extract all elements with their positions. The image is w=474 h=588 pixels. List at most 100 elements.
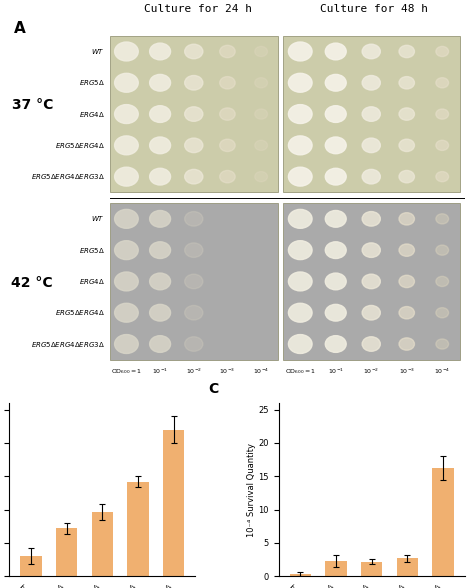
Circle shape [288,42,312,61]
Bar [432,467,454,576]
Bar [290,574,311,576]
Circle shape [185,212,203,226]
Circle shape [185,243,203,258]
Circle shape [436,172,448,182]
Circle shape [288,209,312,228]
Circle shape [436,109,448,119]
Circle shape [115,74,138,92]
Circle shape [255,78,267,88]
Circle shape [436,339,448,349]
Circle shape [150,106,171,122]
Circle shape [115,209,138,228]
Circle shape [150,242,171,259]
Circle shape [362,305,380,320]
Text: $\mathit{ERG5}\mathit{\Delta}\mathit{ERG4}\mathit{\Delta}\mathit{ERG3}\mathit{\D: $\mathit{ERG5}\mathit{\Delta}\mathit{ERG… [31,172,105,181]
Circle shape [150,336,171,352]
Circle shape [255,46,267,56]
Circle shape [436,308,448,318]
Circle shape [399,338,414,350]
Circle shape [115,42,138,61]
Bar [109,203,278,360]
Text: $\mathit{ERG5}\mathit{\Delta}$: $\mathit{ERG5}\mathit{\Delta}$ [79,78,105,87]
Circle shape [325,242,346,259]
Text: $10^{-2}$: $10^{-2}$ [363,367,379,376]
Text: $10^{-4}$: $10^{-4}$ [253,367,269,376]
Circle shape [362,138,380,153]
Text: $10^{-1}$: $10^{-1}$ [328,367,344,376]
Bar [283,36,460,192]
Circle shape [436,141,448,151]
Circle shape [288,272,312,291]
Bar [283,203,460,360]
Bar [56,528,77,576]
Text: 37 °C: 37 °C [11,98,53,112]
Text: $\mathregular{OD_{600}}$$\mathregular{=1}$: $\mathregular{OD_{600}}$$\mathregular{=1… [111,367,142,376]
Text: $\mathit{ERG5}\mathit{\Delta}$: $\mathit{ERG5}\mathit{\Delta}$ [79,246,105,255]
Circle shape [362,274,380,289]
Circle shape [288,303,312,322]
Bar [109,36,278,192]
Text: $10^{-1}$: $10^{-1}$ [152,367,168,376]
Text: $\mathit{WT}$: $\mathit{WT}$ [91,215,105,223]
Text: $\mathit{ERG5}\mathit{\Delta}\mathit{ERG4}\mathit{\Delta}$: $\mathit{ERG5}\mathit{\Delta}\mathit{ERG… [55,308,105,317]
Circle shape [255,172,267,182]
Text: $\mathit{ERG4}\mathit{\Delta}$: $\mathit{ERG4}\mathit{\Delta}$ [79,109,105,119]
Circle shape [115,136,138,155]
Text: Culture for 48 h: Culture for 48 h [319,4,428,14]
Circle shape [255,141,267,151]
Circle shape [325,106,346,122]
Circle shape [115,167,138,186]
Circle shape [220,139,235,152]
Circle shape [325,336,346,352]
Circle shape [436,245,448,255]
Circle shape [288,335,312,353]
Circle shape [185,305,203,320]
Text: $10^{-4}$: $10^{-4}$ [434,367,450,376]
Circle shape [288,74,312,92]
Circle shape [150,305,171,321]
Circle shape [325,211,346,227]
Circle shape [288,136,312,155]
Text: $\mathregular{OD_{600}}$$\mathregular{=1}$: $\mathregular{OD_{600}}$$\mathregular{=1… [284,367,316,376]
Circle shape [399,213,414,225]
Circle shape [150,43,171,60]
Circle shape [288,167,312,186]
Circle shape [436,78,448,88]
Circle shape [150,211,171,227]
Text: A: A [14,21,26,36]
Circle shape [220,171,235,183]
Circle shape [220,76,235,89]
Circle shape [115,272,138,291]
Circle shape [185,337,203,351]
Bar [361,562,383,576]
Circle shape [362,169,380,184]
Text: 42 °C: 42 °C [11,276,53,290]
Circle shape [150,137,171,153]
Circle shape [288,105,312,123]
Circle shape [150,75,171,91]
Circle shape [325,137,346,153]
Circle shape [115,105,138,123]
Circle shape [255,109,267,119]
Circle shape [220,108,235,121]
Circle shape [399,171,414,183]
Circle shape [150,273,171,290]
Circle shape [325,273,346,290]
Bar [128,482,149,576]
Circle shape [399,108,414,121]
Circle shape [115,240,138,259]
Circle shape [325,75,346,91]
Text: $10^{-3}$: $10^{-3}$ [219,367,236,376]
Circle shape [362,243,380,258]
Circle shape [399,45,414,58]
Bar [163,430,184,576]
Text: Culture for 24 h: Culture for 24 h [144,4,252,14]
Bar [325,561,346,576]
Circle shape [150,168,171,185]
Text: $\mathit{ERG5}\mathit{\Delta}\mathit{ERG4}\mathit{\Delta}\mathit{ERG3}\mathit{\D: $\mathit{ERG5}\mathit{\Delta}\mathit{ERG… [31,339,105,349]
Text: $\mathit{WT}$: $\mathit{WT}$ [91,47,105,56]
Circle shape [220,45,235,58]
Circle shape [399,244,414,256]
Circle shape [362,107,380,121]
Bar [397,558,418,576]
